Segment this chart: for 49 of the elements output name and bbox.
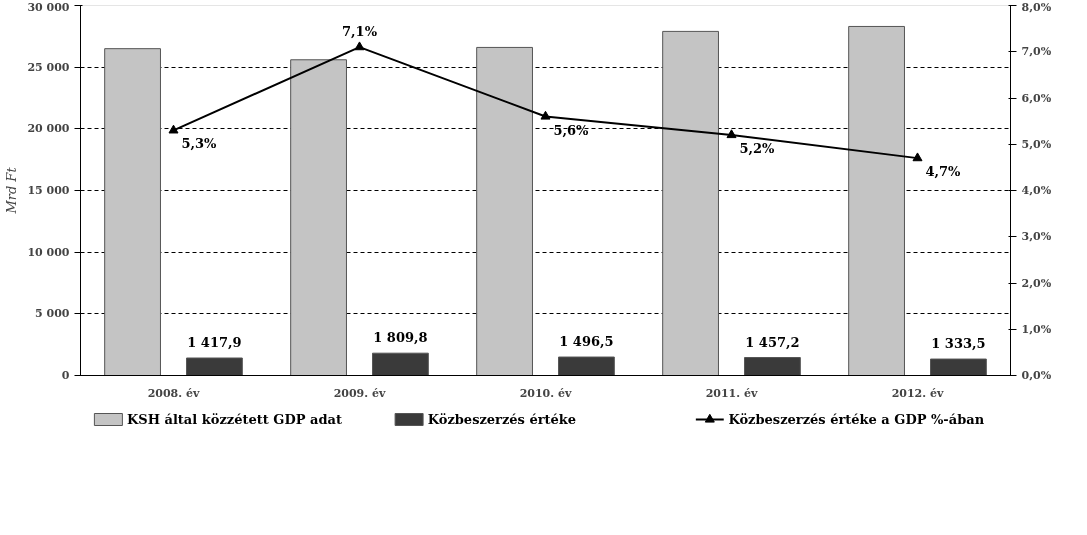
point — [912, 152, 923, 162]
y2-tick-label: 6,0% — [1021, 91, 1052, 105]
y2-tick-label: 2,0% — [1021, 276, 1052, 290]
data-label: 1 457,2 — [745, 334, 800, 350]
data-label: 7,1% — [342, 24, 378, 40]
bar — [744, 357, 801, 376]
y2-tick-label: 3,0% — [1021, 230, 1052, 244]
bar — [662, 30, 719, 376]
data-label: 5,2% — [739, 141, 776, 156]
data-label: 4,7% — [925, 164, 962, 180]
data-label: 1 809,8 — [373, 330, 428, 346]
y-tick-label: 15 000 — [27, 184, 70, 197]
bar — [290, 59, 347, 376]
y-tick-label: 25 000 — [27, 60, 70, 74]
legend-label: KSH által közzétett GDP adat — [127, 412, 342, 427]
x-tick-label: 2008. év — [147, 386, 200, 400]
bar — [930, 358, 987, 376]
data-label: 1 417,9 — [187, 335, 242, 351]
y2-tick-label: 0,0% — [1021, 369, 1052, 382]
bar — [372, 352, 429, 376]
y2-tick-label: 7,0% — [1021, 45, 1052, 59]
point — [726, 129, 737, 139]
point — [540, 110, 551, 120]
y-axis-title: Mrd Ft — [4, 166, 20, 215]
data-label: 1 496,5 — [559, 334, 614, 350]
y2-tick-label: 8,0% — [1021, 0, 1052, 14]
x-tick-label: 2011. év — [705, 386, 758, 400]
x-tick-label: 2009. év — [333, 386, 386, 400]
y-tick-label: 10 000 — [27, 245, 70, 259]
point — [168, 124, 179, 134]
y-tick-label: 30 000 — [27, 0, 70, 14]
x-tick-label: 2010. év — [519, 386, 572, 400]
y-tick-label: 0 — [61, 369, 70, 382]
bar — [476, 46, 533, 376]
bar — [186, 357, 243, 376]
y2-tick-label: 5,0% — [1021, 137, 1052, 151]
y-tick-label: 20 000 — [27, 122, 70, 136]
data-label: 5,3% — [181, 136, 218, 152]
y2-tick-label: 4,0% — [1021, 184, 1052, 197]
y2-tick-label: 1,0% — [1021, 322, 1052, 336]
legend-label: Közbeszerzés értéke a GDP %-ában — [728, 412, 985, 427]
x-tick-label: 2012. év — [891, 386, 944, 400]
point — [354, 41, 365, 51]
bar — [848, 25, 905, 376]
bar — [558, 356, 615, 376]
y-tick-label: 5 000 — [35, 307, 70, 321]
bar — [104, 48, 161, 376]
data-label: 1 333,5 — [931, 336, 986, 352]
legend-label: Közbeszerzés értéke — [427, 412, 577, 427]
